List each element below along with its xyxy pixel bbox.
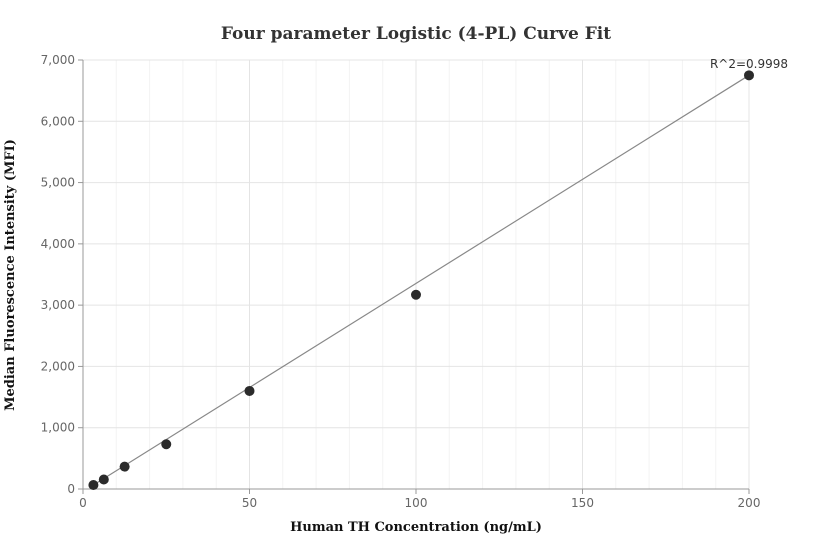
data-point[interactable] [244, 385, 255, 396]
x-tick-label: 150 [571, 496, 594, 510]
data-point[interactable] [744, 70, 754, 81]
fit-curve-line [93, 74, 750, 486]
axes [78, 59, 750, 494]
data-point[interactable] [119, 461, 130, 472]
data-points [88, 70, 754, 491]
x-tick-label: 50 [242, 496, 257, 510]
y-tick-label: 0 [67, 482, 75, 496]
grid [82, 59, 750, 490]
r-squared-annotation: R^2=0.9998 [710, 57, 788, 71]
data-point[interactable] [88, 480, 99, 491]
y-tick-label: 4,000 [41, 237, 75, 251]
y-tick-label: 2,000 [41, 359, 75, 373]
x-tick-label: 100 [405, 496, 428, 510]
y-axis-title: Median Fluorescence Intensity (MFI) [3, 139, 18, 411]
y-tick-label: 3,000 [41, 298, 75, 312]
x-axis-title: Human TH Concentration (ng/mL) [290, 520, 542, 535]
tick-labels: 0 1,000 2,000 3,000 4,000 5,000 6,000 7,000 0 50 1… [41, 53, 761, 510]
y-tick-label: 7,000 [41, 53, 75, 67]
x-tick-label: 0 [79, 496, 87, 510]
chart-title: Four parameter Logistic (4-PL) Curve Fit [221, 24, 611, 44]
y-tick-label: 6,000 [41, 114, 75, 128]
data-point[interactable] [411, 289, 421, 300]
data-point[interactable] [98, 474, 109, 485]
fit-curve-layer [93, 74, 750, 486]
y-tick-label: 5,000 [41, 176, 75, 190]
x-tick-label: 200 [738, 496, 761, 510]
data-point[interactable] [161, 439, 172, 450]
y-tick-label: 1,000 [41, 421, 75, 435]
